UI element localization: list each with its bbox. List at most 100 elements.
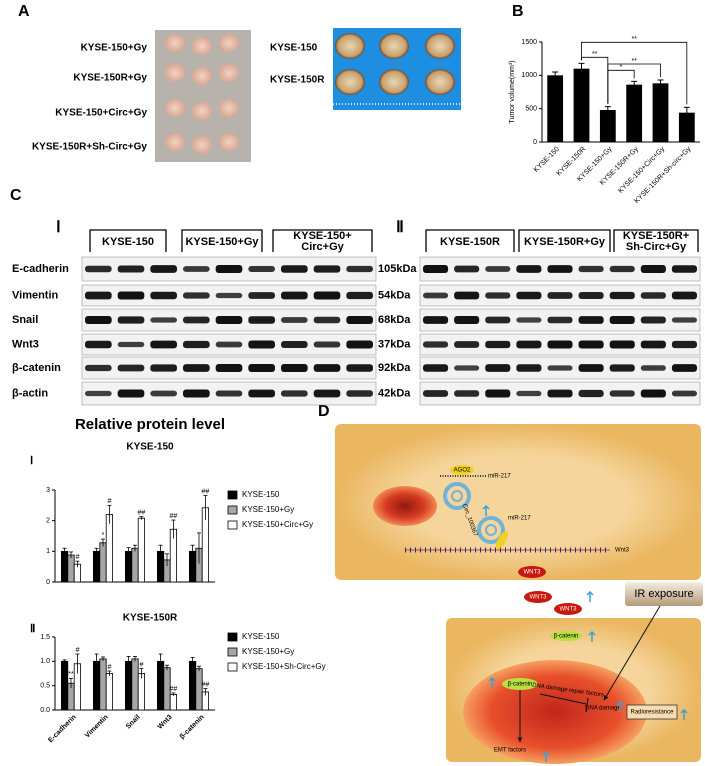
blot-band bbox=[346, 364, 373, 372]
significance-label: ## bbox=[170, 513, 178, 520]
size-label: 42kDa bbox=[378, 387, 411, 399]
tumor bbox=[165, 133, 185, 151]
size-label: 68kDa bbox=[378, 314, 411, 326]
blot-band bbox=[248, 266, 275, 272]
bar bbox=[195, 668, 203, 711]
blot-band bbox=[516, 317, 542, 323]
y-tick-label: 2 bbox=[46, 518, 50, 525]
y-tick-label: 1500 bbox=[521, 39, 537, 46]
bar bbox=[169, 694, 177, 711]
y-tick-label: 1 bbox=[46, 548, 50, 555]
heading: Relative protein level bbox=[75, 416, 225, 433]
bar bbox=[93, 550, 101, 583]
panel-label: B bbox=[512, 3, 524, 20]
blot-header: KYSE-150R bbox=[440, 236, 500, 248]
significance-label: ## bbox=[138, 510, 146, 517]
blot-header: Circ+Gy bbox=[301, 241, 344, 253]
blot-band bbox=[671, 317, 697, 323]
blot-band bbox=[516, 265, 542, 273]
blot-band bbox=[248, 316, 275, 324]
legend-label: KYSE-150+Circ+Gy bbox=[242, 520, 313, 529]
bar bbox=[125, 550, 133, 583]
blot-band bbox=[85, 316, 112, 324]
significance-bracket bbox=[607, 63, 661, 104]
panel-label: A bbox=[18, 3, 30, 20]
blot-band bbox=[281, 291, 308, 300]
mir-label: miR-217 bbox=[488, 474, 511, 480]
blot-band bbox=[183, 266, 210, 272]
blot-band bbox=[516, 390, 542, 397]
blot-band bbox=[485, 316, 511, 324]
blot-band bbox=[85, 390, 112, 397]
blot-band bbox=[454, 316, 480, 324]
blot-band bbox=[609, 364, 635, 372]
blot-band bbox=[454, 341, 480, 348]
tumor bbox=[165, 34, 185, 52]
blot-band bbox=[671, 364, 697, 372]
bar bbox=[137, 673, 145, 711]
emt-label: EMT factors bbox=[494, 748, 526, 754]
blot-band bbox=[423, 292, 449, 299]
significance-label: * bbox=[620, 64, 623, 71]
blot-band bbox=[547, 292, 573, 299]
blot-header: KYSE-150R+ bbox=[623, 230, 689, 242]
ago2 bbox=[450, 465, 474, 475]
significance-label: ** bbox=[631, 58, 637, 65]
blot-band bbox=[150, 265, 177, 273]
protein-label: β-catenin bbox=[554, 634, 579, 640]
header-bracket bbox=[613, 229, 699, 252]
size-label: 105kDa bbox=[378, 263, 417, 275]
chart-numeral: Ⅱ bbox=[30, 623, 35, 635]
blot-band bbox=[281, 390, 308, 397]
diagram: AGO2 miR-217 miR-217 Circ_100367 Wnt3 WN… bbox=[335, 424, 703, 764]
y-axis-label: Tumor volume(mm³) bbox=[509, 60, 516, 123]
blot-band bbox=[281, 340, 308, 349]
bar bbox=[125, 660, 133, 711]
blot-band bbox=[671, 340, 697, 349]
blot-band bbox=[547, 365, 573, 371]
row-label: E-cadherin bbox=[12, 263, 69, 275]
blot-band bbox=[183, 340, 210, 349]
cell-upper bbox=[335, 424, 701, 580]
bar bbox=[652, 83, 669, 142]
group-label: KYSE-150+Gy bbox=[81, 43, 148, 54]
blot-band bbox=[454, 365, 480, 371]
significance-label: ## bbox=[202, 488, 210, 495]
group-label: KYSE-150R+Sh-Circ+Gy bbox=[32, 142, 147, 153]
blot-band bbox=[485, 292, 511, 299]
blot-band bbox=[640, 340, 666, 349]
blot-band bbox=[346, 316, 373, 324]
blot-band bbox=[609, 316, 635, 324]
x-tick-label: KYSE-150+Circ+Gy bbox=[617, 145, 666, 194]
bar bbox=[99, 542, 107, 583]
blot-band bbox=[547, 265, 573, 273]
blot-band bbox=[248, 389, 275, 398]
significance-bracket bbox=[581, 41, 688, 105]
protein-label: WNT3 bbox=[530, 595, 548, 601]
blot-band bbox=[183, 364, 210, 372]
chart-title: KYSE-150R bbox=[123, 613, 178, 624]
header-bracket bbox=[181, 229, 263, 252]
row-label: β-actin bbox=[12, 387, 48, 399]
blot-band bbox=[346, 265, 373, 273]
blot-band bbox=[313, 291, 341, 300]
blot-band bbox=[485, 364, 511, 372]
blot-band bbox=[313, 389, 341, 398]
bar bbox=[188, 660, 197, 711]
blot-band bbox=[609, 390, 635, 397]
legend-swatch bbox=[227, 632, 238, 642]
blot-band bbox=[454, 390, 480, 397]
blot-band bbox=[183, 292, 210, 299]
size-label: 92kDa bbox=[378, 362, 411, 374]
blot-band bbox=[578, 389, 604, 398]
y-tick-label: 0.5 bbox=[40, 683, 50, 690]
significance-label: ## bbox=[170, 686, 178, 693]
y-tick-label: 0 bbox=[533, 139, 537, 146]
blot-band bbox=[281, 265, 308, 273]
bar bbox=[105, 514, 113, 583]
blot-band bbox=[609, 340, 635, 349]
blot-band bbox=[578, 265, 604, 273]
legend-label: KYSE-150 bbox=[242, 490, 280, 499]
blot-band bbox=[609, 265, 635, 273]
